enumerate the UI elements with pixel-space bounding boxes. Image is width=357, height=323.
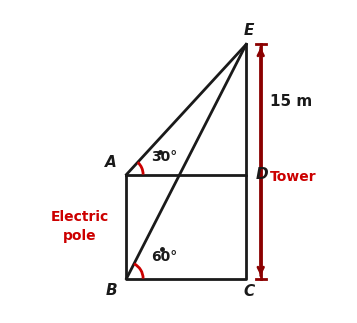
Text: D: D [256, 167, 268, 182]
Text: C: C [243, 284, 255, 299]
Text: A: A [105, 155, 117, 170]
Text: Tower: Tower [270, 170, 317, 184]
Text: 60°: 60° [151, 250, 177, 264]
Text: 15 m: 15 m [270, 94, 312, 109]
Text: 30°: 30° [151, 150, 177, 164]
Text: E: E [243, 23, 254, 38]
Text: B: B [105, 283, 117, 298]
Text: Electric
pole: Electric pole [50, 210, 109, 243]
